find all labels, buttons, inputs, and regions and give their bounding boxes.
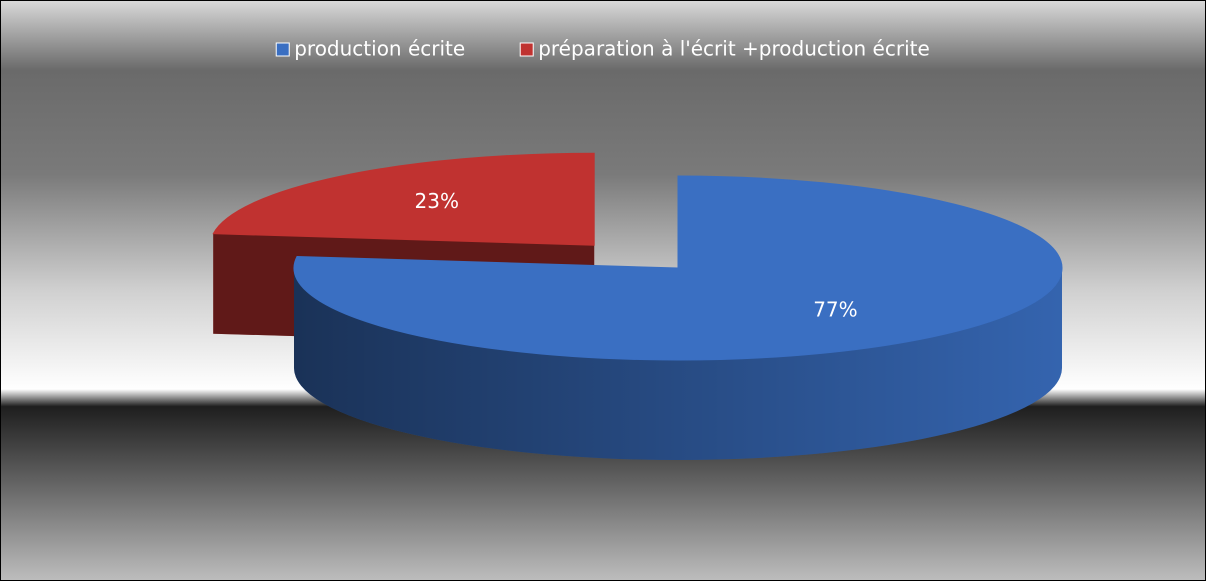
data-label: 23% — [415, 189, 459, 213]
slice-top — [212, 152, 595, 246]
data-label: 77% — [813, 297, 857, 321]
legend: production écrite préparation à l'écrit +… — [275, 37, 930, 61]
slice-wall-shade — [294, 268, 1062, 460]
legend-label: production écrite — [294, 37, 465, 61]
pie: 23% 77% — [212, 152, 1063, 460]
slice: 77% — [293, 175, 1063, 460]
legend-swatch — [519, 42, 534, 57]
legend-swatch — [275, 42, 290, 57]
legend-label: préparation à l'écrit +production écrite — [538, 37, 930, 61]
slice-top — [293, 175, 1063, 361]
